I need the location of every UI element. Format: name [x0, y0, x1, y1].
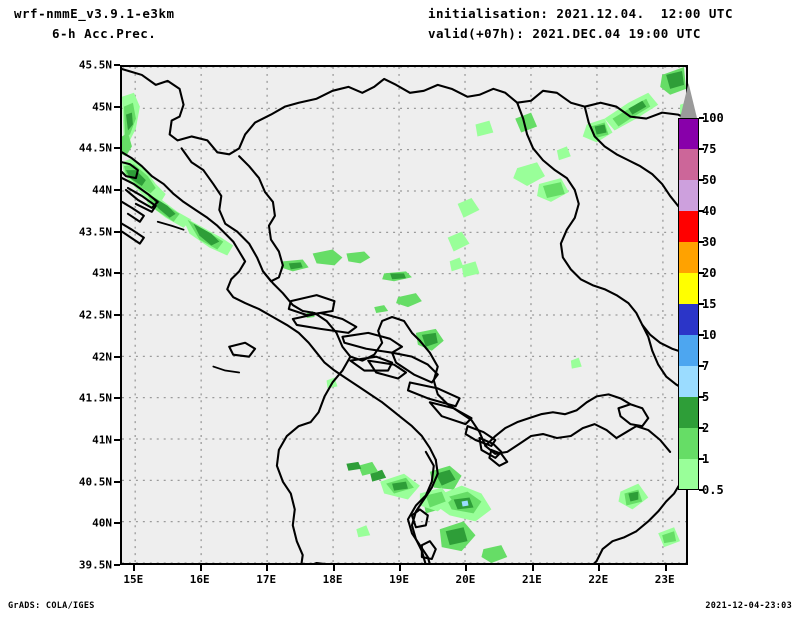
colorbar-tick-label: 2 — [702, 421, 710, 435]
y-axis-tick-label: 41N — [92, 433, 112, 447]
y-axis-tick-label: 41.5N — [78, 391, 112, 405]
colorbar-tick-label: 75 — [702, 142, 717, 156]
y-axis-tick-mark — [114, 105, 120, 108]
colorbar-segment — [678, 335, 699, 366]
y-axis-tick-mark — [114, 147, 120, 150]
y-axis-tick-label: 44N — [92, 183, 112, 197]
y-axis-tick-label: 40.5N — [78, 475, 112, 489]
x-axis-tick-label: 18E — [322, 573, 343, 586]
colorbar-segment — [678, 366, 699, 397]
initialisation-time: initialisation: 2021.12.04. 12:00 UTC — [428, 6, 733, 21]
x-axis-tick-mark — [598, 565, 601, 571]
map-canvas — [122, 67, 686, 563]
colorbar-tick-label: 0.5 — [702, 483, 724, 497]
footer-credit: GrADS: COLA/IGES — [8, 601, 95, 611]
x-axis-tick-mark — [399, 565, 402, 571]
x-axis-tick-label: 19E — [389, 573, 409, 586]
y-axis-tick-label: 45N — [92, 100, 112, 114]
colorbar-segment — [678, 428, 699, 459]
y-axis-tick-mark — [114, 397, 120, 400]
colorbar-tick-mark — [699, 210, 704, 212]
colorbar-tick-mark — [699, 303, 704, 305]
y-axis-tick-mark — [114, 439, 120, 441]
y-axis-tick-mark — [114, 564, 120, 566]
y-axis-tick-mark — [114, 189, 120, 191]
colorbar-tick-mark — [699, 272, 704, 274]
colorbar-tick-label: 100 — [702, 111, 724, 125]
y-axis-tick-label: 45.5N — [78, 58, 112, 72]
x-axis-tick-label: 21E — [521, 573, 542, 586]
colorbar-tick-mark — [699, 489, 704, 491]
colorbar-segment — [678, 459, 699, 490]
colorbar-segment — [678, 180, 699, 211]
colorbar-tick-mark — [699, 334, 704, 336]
x-axis-tick-label: 23E — [654, 573, 675, 586]
x-axis-tick-mark — [465, 565, 468, 571]
colorbar-tick-label: 1 — [702, 452, 710, 466]
colorbar[interactable] — [678, 118, 699, 490]
colorbar-tick-label: 5 — [702, 390, 710, 404]
map-plot-area[interactable] — [120, 65, 688, 565]
x-axis-tick-mark — [133, 565, 136, 571]
colorbar-tick-mark — [699, 241, 704, 243]
footer-timestamp: 2021-12-04-23:03 — [705, 601, 792, 611]
colorbar-tick-mark — [699, 427, 704, 429]
x-axis-tick-mark — [199, 565, 202, 571]
colorbar-tick-label: 7 — [702, 359, 710, 373]
y-axis-tick-label: 42N — [92, 350, 112, 364]
y-axis-tick-label: 40N — [92, 516, 112, 530]
x-axis-tick-mark — [266, 565, 269, 571]
colorbar-tick-mark — [699, 396, 704, 398]
colorbar-tick-label: 50 — [702, 173, 717, 187]
x-axis-tick-mark — [664, 565, 667, 571]
colorbar-segment — [678, 211, 699, 242]
y-axis-tick-mark — [114, 355, 120, 358]
y-axis-tick-label: 42.5N — [78, 308, 112, 322]
colorbar-segment — [678, 149, 699, 180]
y-axis-tick-mark — [114, 230, 120, 233]
colorbar-segment — [678, 397, 699, 428]
colorbar-segment — [678, 242, 699, 273]
y-axis-tick-mark — [114, 272, 120, 275]
colorbar-tick-mark — [699, 117, 704, 119]
y-axis-tick-mark — [114, 64, 120, 66]
colorbar-tick-mark — [699, 458, 704, 460]
colorbar-tick-label: 15 — [702, 297, 717, 311]
x-axis-tick-label: 17E — [256, 573, 277, 586]
x-axis-tick-mark — [332, 565, 335, 571]
field-title: 6-h Acc.Prec. — [52, 26, 157, 41]
y-axis-tick-label: 43.5N — [78, 225, 112, 239]
coastlines-and-borders — [122, 67, 686, 563]
colorbar-tick-label: 10 — [702, 328, 717, 342]
colorbar-tick-mark — [699, 365, 704, 367]
x-axis-tick-label: 22E — [588, 573, 609, 586]
valid-time: valid(+07h): 2021.DEC.04 19:00 UTC — [428, 26, 701, 41]
colorbar-tick-label: 40 — [702, 204, 717, 218]
colorbar-segment — [678, 273, 699, 304]
colorbar-tick-label: 20 — [702, 266, 717, 280]
x-axis-tick-mark — [531, 565, 534, 571]
y-axis-tick-mark — [114, 314, 120, 316]
x-axis-tick-label: 16E — [189, 573, 210, 586]
colorbar-segment — [678, 304, 699, 335]
over-arrow-icon — [680, 83, 697, 118]
y-axis-tick-mark — [114, 522, 120, 525]
y-axis-tick-label: 39.5N — [78, 558, 112, 572]
colorbar-tick-label: 30 — [702, 235, 717, 249]
colorbar-over-arrow — [678, 83, 699, 118]
x-axis-tick-label: 15E — [123, 573, 144, 586]
y-axis-tick-mark — [114, 480, 120, 483]
y-axis-tick-label: 43N — [92, 266, 112, 280]
y-axis-tick-label: 44.5N — [78, 141, 112, 155]
model-title: wrf-nmmE_v3.9.1-e3km — [14, 6, 175, 21]
colorbar-segment — [678, 118, 699, 149]
colorbar-tick-mark — [699, 179, 704, 181]
x-axis-tick-label: 20E — [455, 573, 476, 586]
colorbar-tick-mark — [699, 148, 704, 150]
